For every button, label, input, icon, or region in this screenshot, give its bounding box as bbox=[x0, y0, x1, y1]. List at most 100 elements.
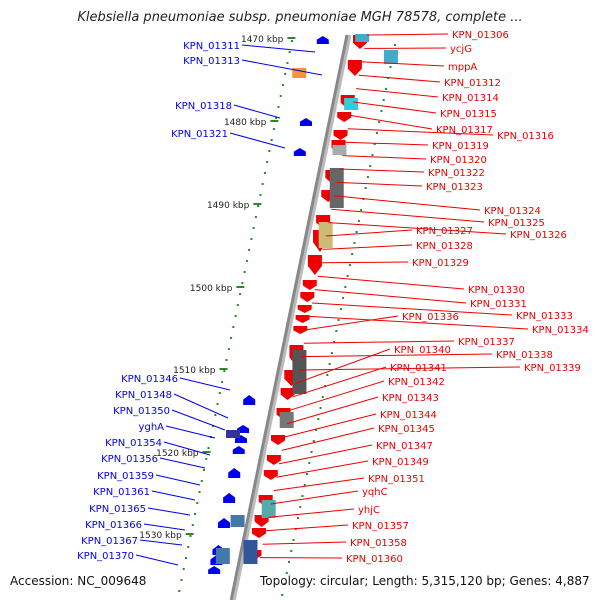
scale-dot bbox=[182, 568, 185, 570]
gene-label: KPN_01314 bbox=[442, 93, 499, 104]
strand-dot bbox=[366, 176, 369, 178]
strand-dot bbox=[317, 418, 320, 420]
gene-label: KPN_01350 bbox=[113, 406, 170, 417]
gene-label: KPN_01318 bbox=[175, 101, 232, 112]
strand-dot bbox=[337, 319, 340, 321]
scale-dot bbox=[196, 502, 199, 504]
label-leader bbox=[303, 340, 455, 344]
scale-dot bbox=[200, 480, 203, 482]
map-title: Klebsiella pneumoniae subsp. pneumoniae … bbox=[77, 10, 523, 25]
label-leader bbox=[325, 229, 413, 237]
label-leader bbox=[331, 208, 485, 223]
label-leader bbox=[309, 315, 529, 330]
label-leader bbox=[155, 474, 201, 486]
strand-dot bbox=[364, 187, 367, 189]
label-leader bbox=[339, 168, 425, 173]
label-leader bbox=[289, 380, 385, 411]
scale-dot bbox=[252, 227, 255, 229]
strand-dot bbox=[333, 341, 336, 343]
label-leader bbox=[361, 61, 445, 67]
gene-label: KPN_01349 bbox=[372, 457, 429, 468]
scale-dot bbox=[272, 128, 275, 130]
scale-dot bbox=[239, 293, 242, 295]
gene-label: KPN_01323 bbox=[426, 182, 483, 193]
scale-dot bbox=[214, 414, 217, 416]
feature-block bbox=[318, 222, 333, 248]
gene-arrow bbox=[300, 292, 315, 302]
label-leader bbox=[147, 507, 191, 516]
scale-dot bbox=[286, 62, 289, 64]
scale-dot bbox=[281, 84, 284, 86]
strand-dot bbox=[339, 308, 342, 310]
scale-dot bbox=[275, 117, 278, 119]
scale-dot bbox=[250, 238, 253, 240]
strand-dot bbox=[292, 539, 295, 541]
scale-dot bbox=[205, 458, 208, 460]
strand-dot bbox=[281, 594, 284, 596]
scale-dot bbox=[257, 205, 260, 207]
gene-label: KPN_01322 bbox=[428, 168, 485, 179]
feature-block bbox=[292, 68, 307, 78]
kbp-label: 1530 kbp bbox=[139, 531, 182, 541]
scale-dot bbox=[227, 348, 230, 350]
scale-dot bbox=[241, 282, 244, 284]
gene-label: mppA bbox=[448, 62, 477, 73]
gene-label: KPN_01357 bbox=[352, 521, 409, 532]
label-leader bbox=[273, 477, 365, 492]
strand-dot bbox=[310, 451, 313, 453]
gene-arrow bbox=[266, 455, 281, 465]
kbp-label: 1470 kbp bbox=[241, 35, 284, 45]
strand-dot bbox=[321, 396, 324, 398]
gene-label: KPN_01346 bbox=[121, 374, 178, 385]
strand-dot bbox=[303, 484, 306, 486]
feature-block bbox=[215, 548, 230, 564]
gene-arrow bbox=[223, 493, 236, 503]
gene-arrow bbox=[333, 130, 348, 140]
label-leader bbox=[317, 275, 465, 290]
strand-dot bbox=[301, 495, 304, 497]
gene-label: KPN_01347 bbox=[376, 441, 433, 452]
strand-dot bbox=[306, 473, 309, 475]
label-leader bbox=[306, 315, 399, 331]
gene-label: KPN_01343 bbox=[382, 393, 439, 404]
strand-dot bbox=[357, 220, 360, 222]
feature-block bbox=[226, 430, 241, 438]
scale-dot bbox=[288, 51, 291, 53]
gene-label: KPN_01341 bbox=[390, 363, 447, 374]
gene-label: KPN_01316 bbox=[497, 131, 554, 142]
strand-dot bbox=[384, 88, 387, 90]
label-leader bbox=[358, 74, 441, 83]
scale-dot bbox=[187, 546, 190, 548]
label-leader bbox=[284, 413, 377, 438]
scale-dot bbox=[194, 513, 197, 515]
gene-label: KPN_01367 bbox=[81, 536, 138, 547]
strand-dot bbox=[360, 209, 363, 211]
gene-label: KPN_01365 bbox=[89, 504, 146, 515]
label-leader bbox=[151, 490, 196, 501]
gene-label: KPN_01339 bbox=[524, 363, 581, 374]
gene-label: KPN_01360 bbox=[346, 554, 403, 565]
scale-dot bbox=[223, 370, 226, 372]
label-leader bbox=[171, 409, 226, 431]
strand-dot bbox=[346, 275, 349, 277]
gene-arrow bbox=[243, 395, 256, 405]
kbp-label: 1500 kbp bbox=[190, 284, 233, 294]
gene-label: KPN_01315 bbox=[440, 109, 497, 120]
strand-dot bbox=[335, 330, 338, 332]
gene-label: yhjC bbox=[358, 505, 380, 516]
gene-arrow bbox=[271, 435, 285, 445]
gene-label: KPN_01333 bbox=[516, 311, 573, 322]
strand-dot bbox=[369, 165, 372, 167]
feature-block bbox=[279, 412, 294, 428]
gene-label: KPN_01354 bbox=[105, 438, 162, 449]
label-leader bbox=[135, 554, 179, 566]
gene-label: ycjG bbox=[450, 44, 472, 55]
label-leader bbox=[295, 348, 391, 384]
label-leader bbox=[159, 457, 206, 469]
strand-dot bbox=[328, 363, 331, 365]
strand-dot bbox=[380, 110, 383, 112]
strand-dot bbox=[351, 253, 354, 255]
gene-label: KPN_01358 bbox=[350, 538, 407, 549]
scale-dot bbox=[180, 579, 183, 581]
